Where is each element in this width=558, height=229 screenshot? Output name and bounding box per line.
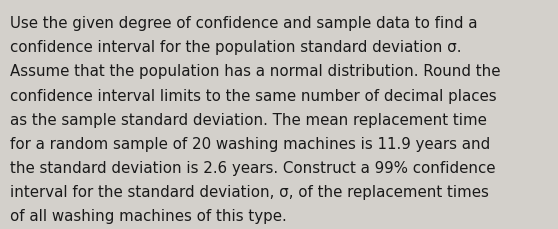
Text: as the sample standard deviation. The mean replacement time: as the sample standard deviation. The me… [10, 112, 487, 127]
Text: Use the given degree of confidence and sample data to find a: Use the given degree of confidence and s… [10, 16, 478, 31]
Text: for a random sample of 20 washing machines is 11.9 years and: for a random sample of 20 washing machin… [10, 136, 490, 151]
Text: the standard deviation is 2.6 years. Construct a 99% confidence: the standard deviation is 2.6 years. Con… [10, 160, 496, 175]
Text: of all washing machines of this type.: of all washing machines of this type. [10, 208, 287, 223]
Text: Assume that the population has a normal distribution. Round the: Assume that the population has a normal … [10, 64, 501, 79]
Text: interval for the standard​ deviation, σ​, of the replacement times: interval for the standard​ deviation, σ​… [10, 184, 489, 199]
Text: confidence interval limits to the same number of decimal places: confidence interval limits to the same n… [10, 88, 497, 103]
Text: confidence interval for the population standard deviation σ.: confidence interval for the population s… [10, 40, 461, 55]
